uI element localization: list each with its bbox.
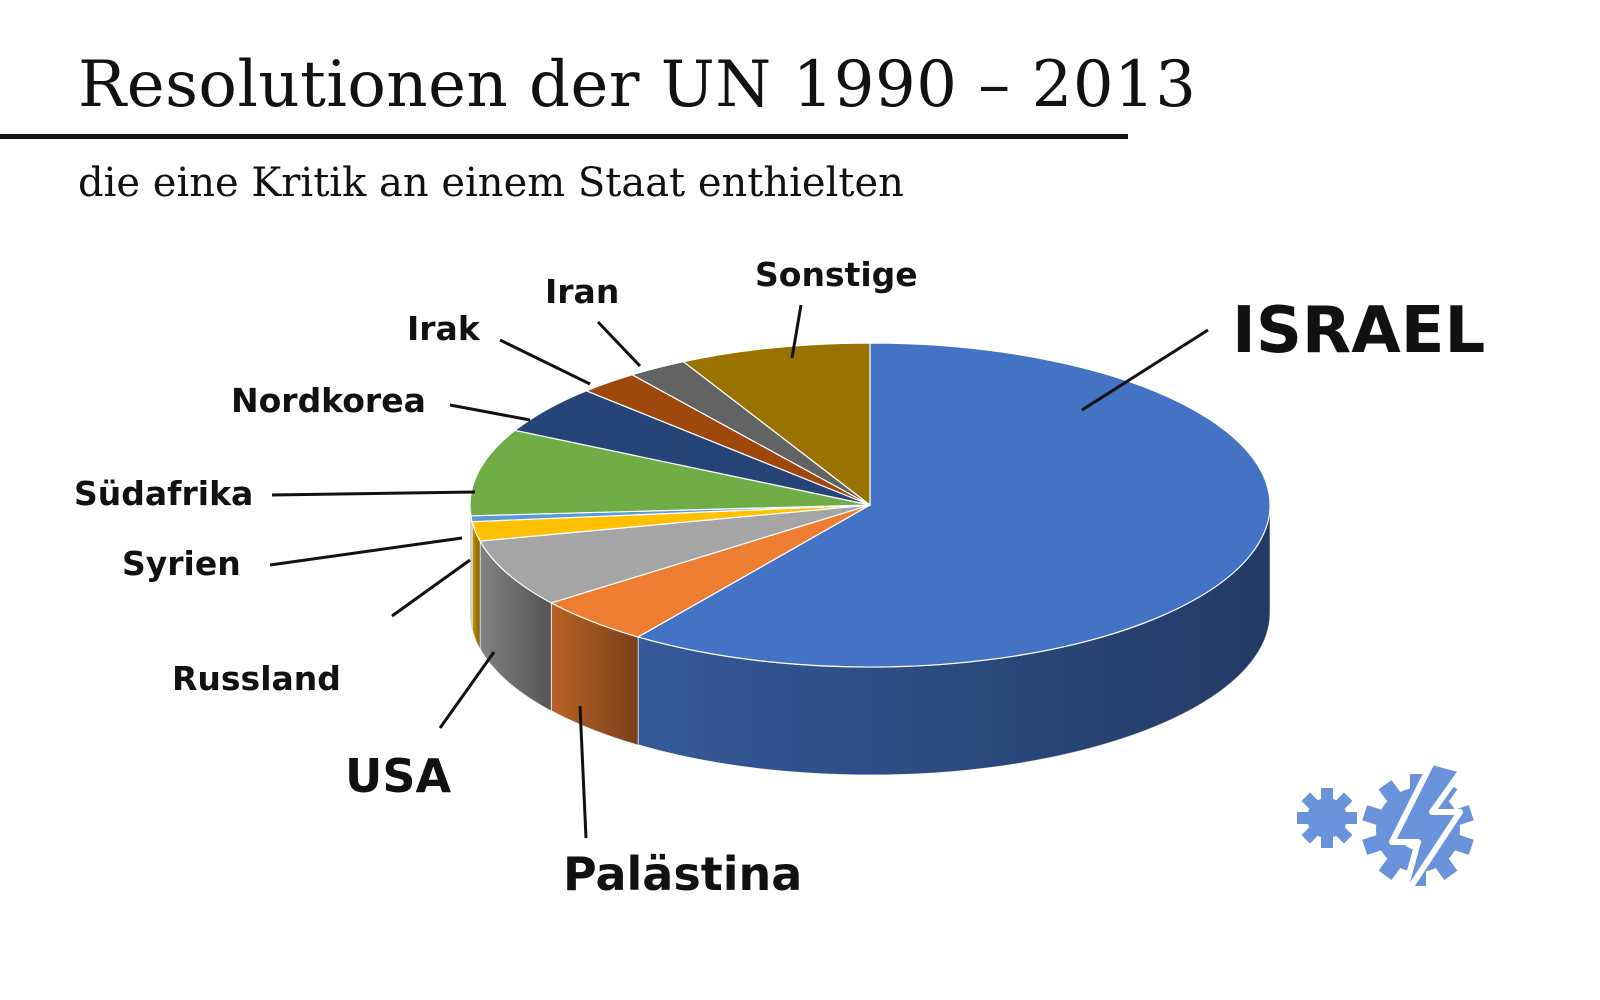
slice-label-russland: Russland xyxy=(172,659,341,698)
page-subtitle: die eine Kritik an einem Staat enthielte… xyxy=(78,160,904,206)
pie-slice-usa xyxy=(479,504,871,604)
leader-line-sonstige xyxy=(790,304,803,359)
leader-line-syrien xyxy=(269,536,463,567)
slice-label-syrien: Syrien xyxy=(122,544,241,583)
pie-side-shade-israel xyxy=(638,505,1270,775)
pie-slice-israel xyxy=(636,342,1271,668)
pie-side-shade-palaestina xyxy=(551,602,639,745)
leader-line-nordkorea xyxy=(449,403,531,422)
slice-label-suedafrika: Südafrika xyxy=(74,474,253,513)
slice-label-israel: ISRAEL xyxy=(1232,294,1485,368)
slice-label-palaestina: Palästina xyxy=(563,847,802,901)
page-title: Resolutionen der UN 1990 – 2013 xyxy=(78,48,1197,122)
slice-label-nordkorea: Nordkorea xyxy=(231,381,426,420)
leader-line-israel xyxy=(1081,328,1209,412)
pie-slice-sonstige xyxy=(682,342,871,507)
pie-side-shade-suedafrika xyxy=(470,505,471,624)
title-underline xyxy=(0,134,1128,139)
pie-slice-suedafrika xyxy=(469,429,871,517)
leader-line-usa xyxy=(438,651,496,729)
leader-line-russland xyxy=(391,558,471,618)
pie-side-shade-russland xyxy=(472,521,481,650)
slice-label-iran: Iran xyxy=(545,272,619,311)
lightning-bolt-icon xyxy=(1389,759,1465,903)
small-gear-icon xyxy=(1297,788,1357,848)
pie-side-shade-usa xyxy=(480,541,552,711)
gear-lightning-logo xyxy=(1297,759,1474,903)
slice-label-sonstige: Sonstige xyxy=(755,255,918,294)
leader-line-palaestina xyxy=(578,705,588,839)
leader-line-iran xyxy=(596,320,642,368)
leader-line-irak xyxy=(499,338,591,386)
slice-label-usa: USA xyxy=(345,749,451,803)
slice-label-irak: Irak xyxy=(407,309,481,348)
leader-line-suedafrika xyxy=(271,490,476,497)
